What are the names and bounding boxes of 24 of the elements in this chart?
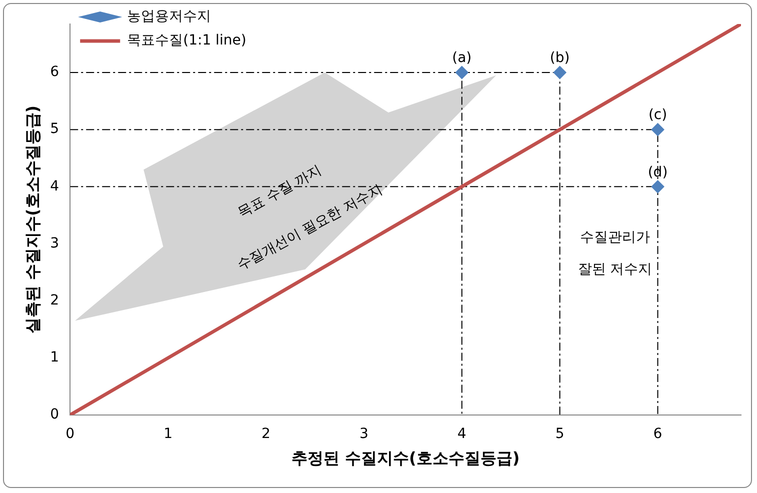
annotation: (b)	[550, 50, 570, 66]
y-tick-label: 0	[50, 406, 60, 423]
annotation: (a)	[452, 50, 472, 66]
x-tick-label: 3	[359, 426, 368, 442]
legend-label: 농업용저수지	[127, 8, 212, 25]
y-axis-title: 실측된 수질지수(호소수질등급)	[22, 105, 42, 334]
x-tick-label: 2	[262, 426, 270, 442]
legend-label: 목표수질(1:1 line)	[127, 32, 246, 49]
y-tick-label: 4	[50, 178, 60, 194]
x-tick-label: 4	[457, 426, 466, 442]
y-tick-label: 2	[50, 292, 60, 308]
y-tick-label: 1	[50, 350, 60, 366]
x-tick-label: 6	[653, 426, 662, 442]
x-tick-label: 0	[66, 426, 75, 442]
x-axis-title: 추정된 수질지수(호소수질등급)	[291, 448, 520, 468]
x-tick-label: 1	[164, 426, 173, 442]
annotation: (d)	[648, 164, 668, 180]
annotation: 잘된 저수지	[578, 262, 652, 278]
annotation: 수질관리가	[580, 230, 650, 246]
annotation: (c)	[648, 107, 668, 124]
y-tick-label: 5	[50, 121, 60, 138]
y-tick-label: 6	[50, 64, 60, 80]
y-tick-label: 3	[50, 235, 60, 252]
x-tick-label: 5	[555, 426, 564, 442]
